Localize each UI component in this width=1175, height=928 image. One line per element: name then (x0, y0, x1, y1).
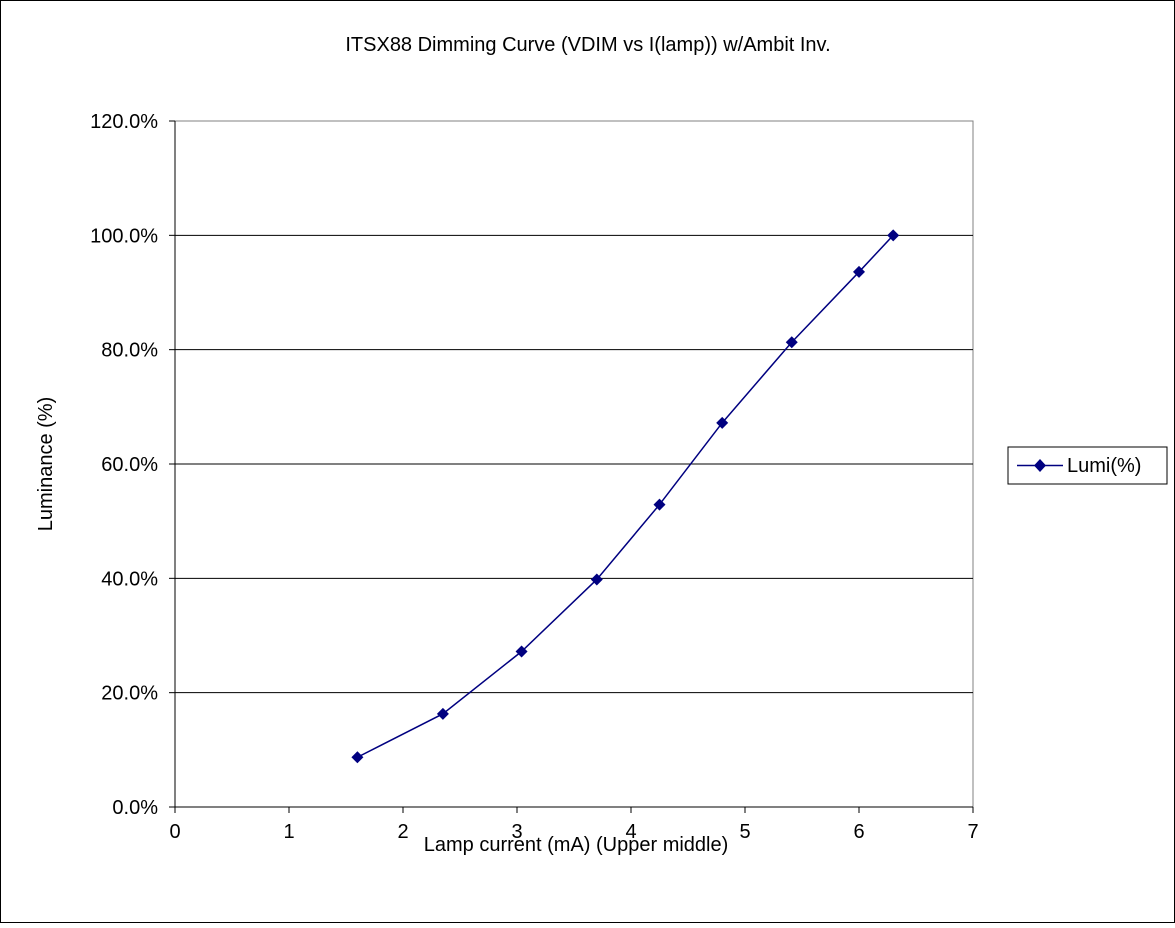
y-tick-labels: 0.0% 20.0% 40.0% 60.0% 80.0% 100.0% 120.0% (90, 111, 158, 819)
data-point (653, 498, 666, 511)
y-axis-label: Luminance (%) (35, 397, 57, 532)
data-point (351, 751, 364, 764)
y-tick-label: 0.0% (112, 797, 158, 819)
data-point (590, 573, 603, 586)
data-point (436, 707, 449, 720)
legend-marker (1034, 459, 1046, 472)
x-tick-label: 6 (853, 821, 864, 843)
data-point (853, 265, 865, 278)
x-axis-label: Lamp current (mA) (Upper middle) (424, 834, 729, 856)
x-tick-label: 1 (283, 821, 294, 843)
y-tick-label: 120.0% (90, 111, 158, 133)
data-point (716, 416, 729, 429)
data-point (515, 645, 528, 658)
x-tick-label: 5 (739, 821, 750, 843)
data-point (887, 229, 900, 242)
y-tick-label: 100.0% (90, 225, 158, 247)
x-tick-label: 0 (169, 821, 180, 843)
axes (169, 120, 974, 813)
series-layer (351, 229, 900, 764)
x-tick-label: 3 (511, 821, 522, 843)
y-tick-label: 20.0% (101, 683, 158, 705)
y-tick-label: 80.0% (101, 340, 158, 362)
legend-label: Lumi(%) (1067, 455, 1141, 477)
legend: Lumi(%) (1007, 446, 1168, 485)
x-tick-label: 2 (397, 821, 408, 843)
data-point (785, 336, 798, 349)
y-tick-label: 40.0% (101, 568, 158, 590)
grid-lines (175, 234, 973, 694)
chart-title: ITSX88 Dimming Curve (VDIM vs I(lamp)) w… (345, 34, 830, 56)
x-tick-label: 4 (625, 821, 636, 843)
x-tick-label: 7 (967, 821, 978, 843)
x-tick-labels: 0 1 2 3 4 5 6 7 (169, 821, 978, 843)
y-tick-label: 60.0% (101, 454, 158, 476)
